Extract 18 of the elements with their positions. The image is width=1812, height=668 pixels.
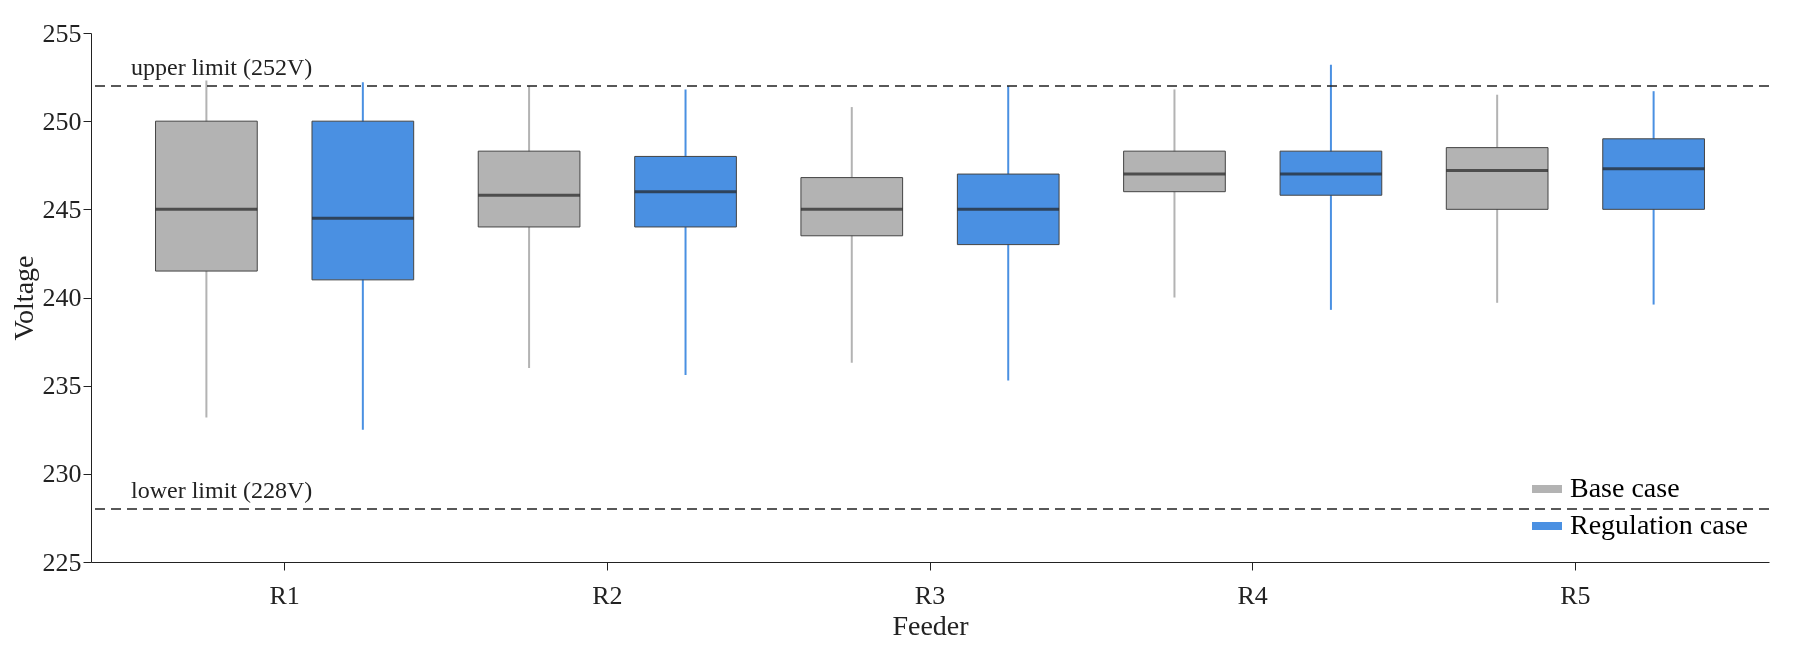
y-tick-label: 240: [42, 283, 82, 312]
legend-label: Base case: [1570, 472, 1680, 503]
x-tick-label: R5: [1560, 580, 1591, 610]
ref-line-label: upper limit (252V): [131, 53, 313, 80]
y-tick-label: 230: [42, 459, 82, 489]
y-tick-label: 250: [42, 106, 82, 136]
y-axis-title: Voltage: [7, 255, 39, 341]
x-axis-title: Feeder: [892, 609, 970, 641]
legend-label: Regulation case: [1570, 509, 1749, 540]
y-tick-label: 235: [42, 371, 82, 401]
y-tick-label: 225: [42, 547, 82, 577]
y-tick-label: 255: [42, 18, 82, 48]
x-tick-label: R4: [1237, 580, 1268, 610]
y-tick-label: 245: [42, 194, 82, 224]
x-tick-label: R3: [914, 580, 946, 610]
x-tick-label: R1: [269, 580, 300, 610]
x-tick-label: R2: [592, 580, 623, 610]
ref-line-label: lower limit (228V): [131, 477, 313, 504]
